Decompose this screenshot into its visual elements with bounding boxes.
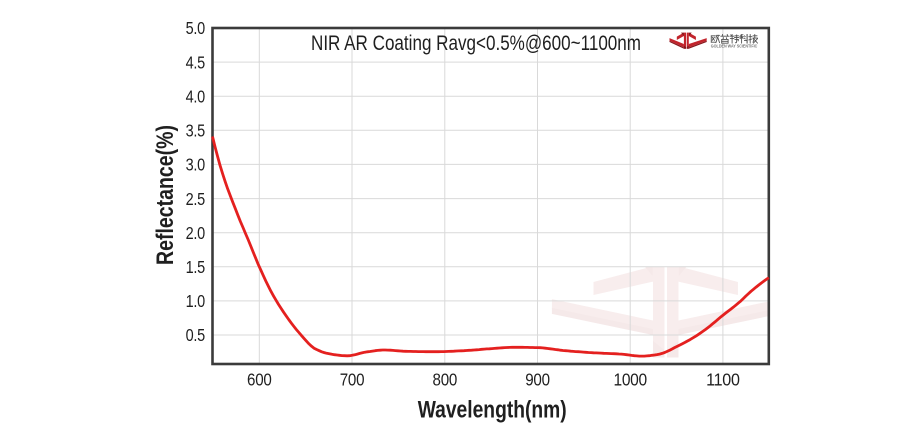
svg-text:5.0: 5.0 [186, 18, 206, 38]
svg-text:1100: 1100 [706, 370, 740, 390]
svg-text:Reflectance(%): Reflectance(%) [152, 125, 179, 265]
svg-text:3.5: 3.5 [186, 121, 205, 141]
svg-text:2.5: 2.5 [186, 189, 205, 209]
svg-text:NIR AR Coating Ravg<0.5%@600~1: NIR AR Coating Ravg<0.5%@600~1100nm [311, 31, 641, 55]
svg-text:1000: 1000 [613, 370, 647, 390]
svg-text:GOLDEN WAY SCIENTIFIC: GOLDEN WAY SCIENTIFIC [711, 44, 758, 49]
svg-text:3.0: 3.0 [186, 155, 206, 175]
svg-text:600: 600 [247, 370, 272, 390]
svg-text:800: 800 [433, 370, 458, 390]
svg-text:1.5: 1.5 [186, 257, 205, 277]
svg-text:0.5: 0.5 [186, 325, 205, 345]
svg-text:Wavelength(nm): Wavelength(nm) [418, 397, 567, 424]
svg-text:1.0: 1.0 [186, 291, 206, 311]
svg-text:2.0: 2.0 [186, 223, 206, 243]
svg-text:4.5: 4.5 [186, 52, 205, 72]
svg-text:4.0: 4.0 [186, 86, 206, 106]
svg-text:700: 700 [340, 370, 365, 390]
svg-text:900: 900 [525, 370, 550, 390]
